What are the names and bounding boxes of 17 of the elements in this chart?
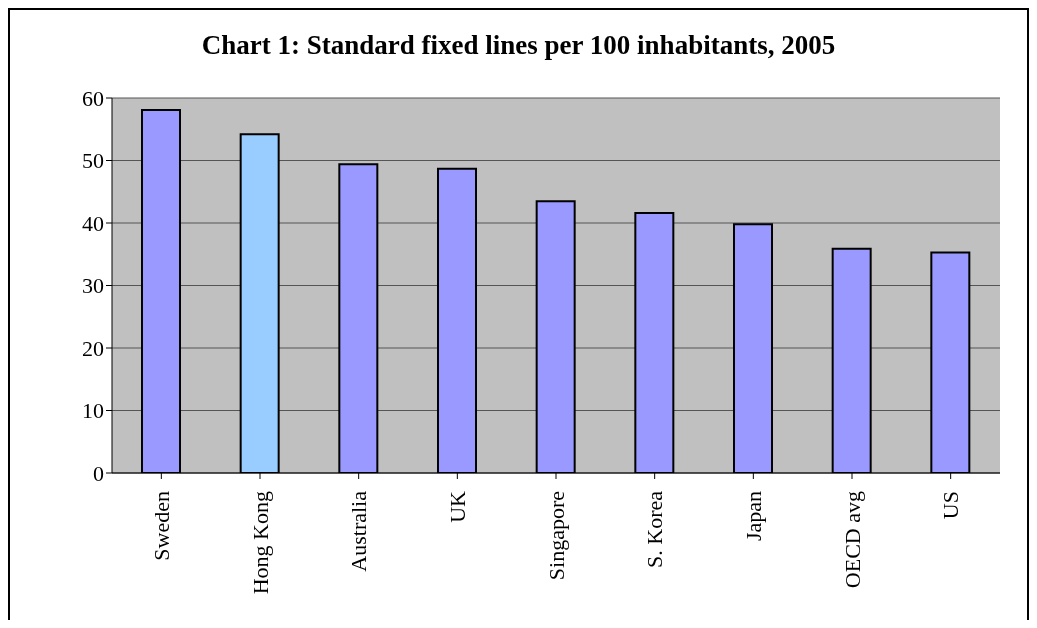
y-tick-label: 20 xyxy=(82,335,104,361)
y-tick-label: 0 xyxy=(93,460,104,486)
x-tick-label: Australia xyxy=(346,490,372,572)
x-tick-label: Sweden xyxy=(148,491,174,561)
chart-title: Chart 1: Standard fixed lines per 100 inhabitants, 2005 xyxy=(200,30,837,61)
y-tick-label: 50 xyxy=(82,148,104,174)
y-tick-label: 30 xyxy=(82,273,104,299)
x-tick-label: Japan xyxy=(740,491,766,542)
y-tick-label: 40 xyxy=(82,210,104,236)
x-tick-label: Singapore xyxy=(543,491,569,581)
y-tick-label: 60 xyxy=(82,85,104,111)
y-tick-label: 10 xyxy=(82,398,104,424)
x-tick-label: Hong Kong xyxy=(247,491,273,595)
x-tick-label: S. Korea xyxy=(642,490,668,568)
x-tick-label: US xyxy=(938,491,964,520)
x-tick-label: OECD avg xyxy=(839,491,865,589)
x-tick-label: UK xyxy=(444,490,470,523)
